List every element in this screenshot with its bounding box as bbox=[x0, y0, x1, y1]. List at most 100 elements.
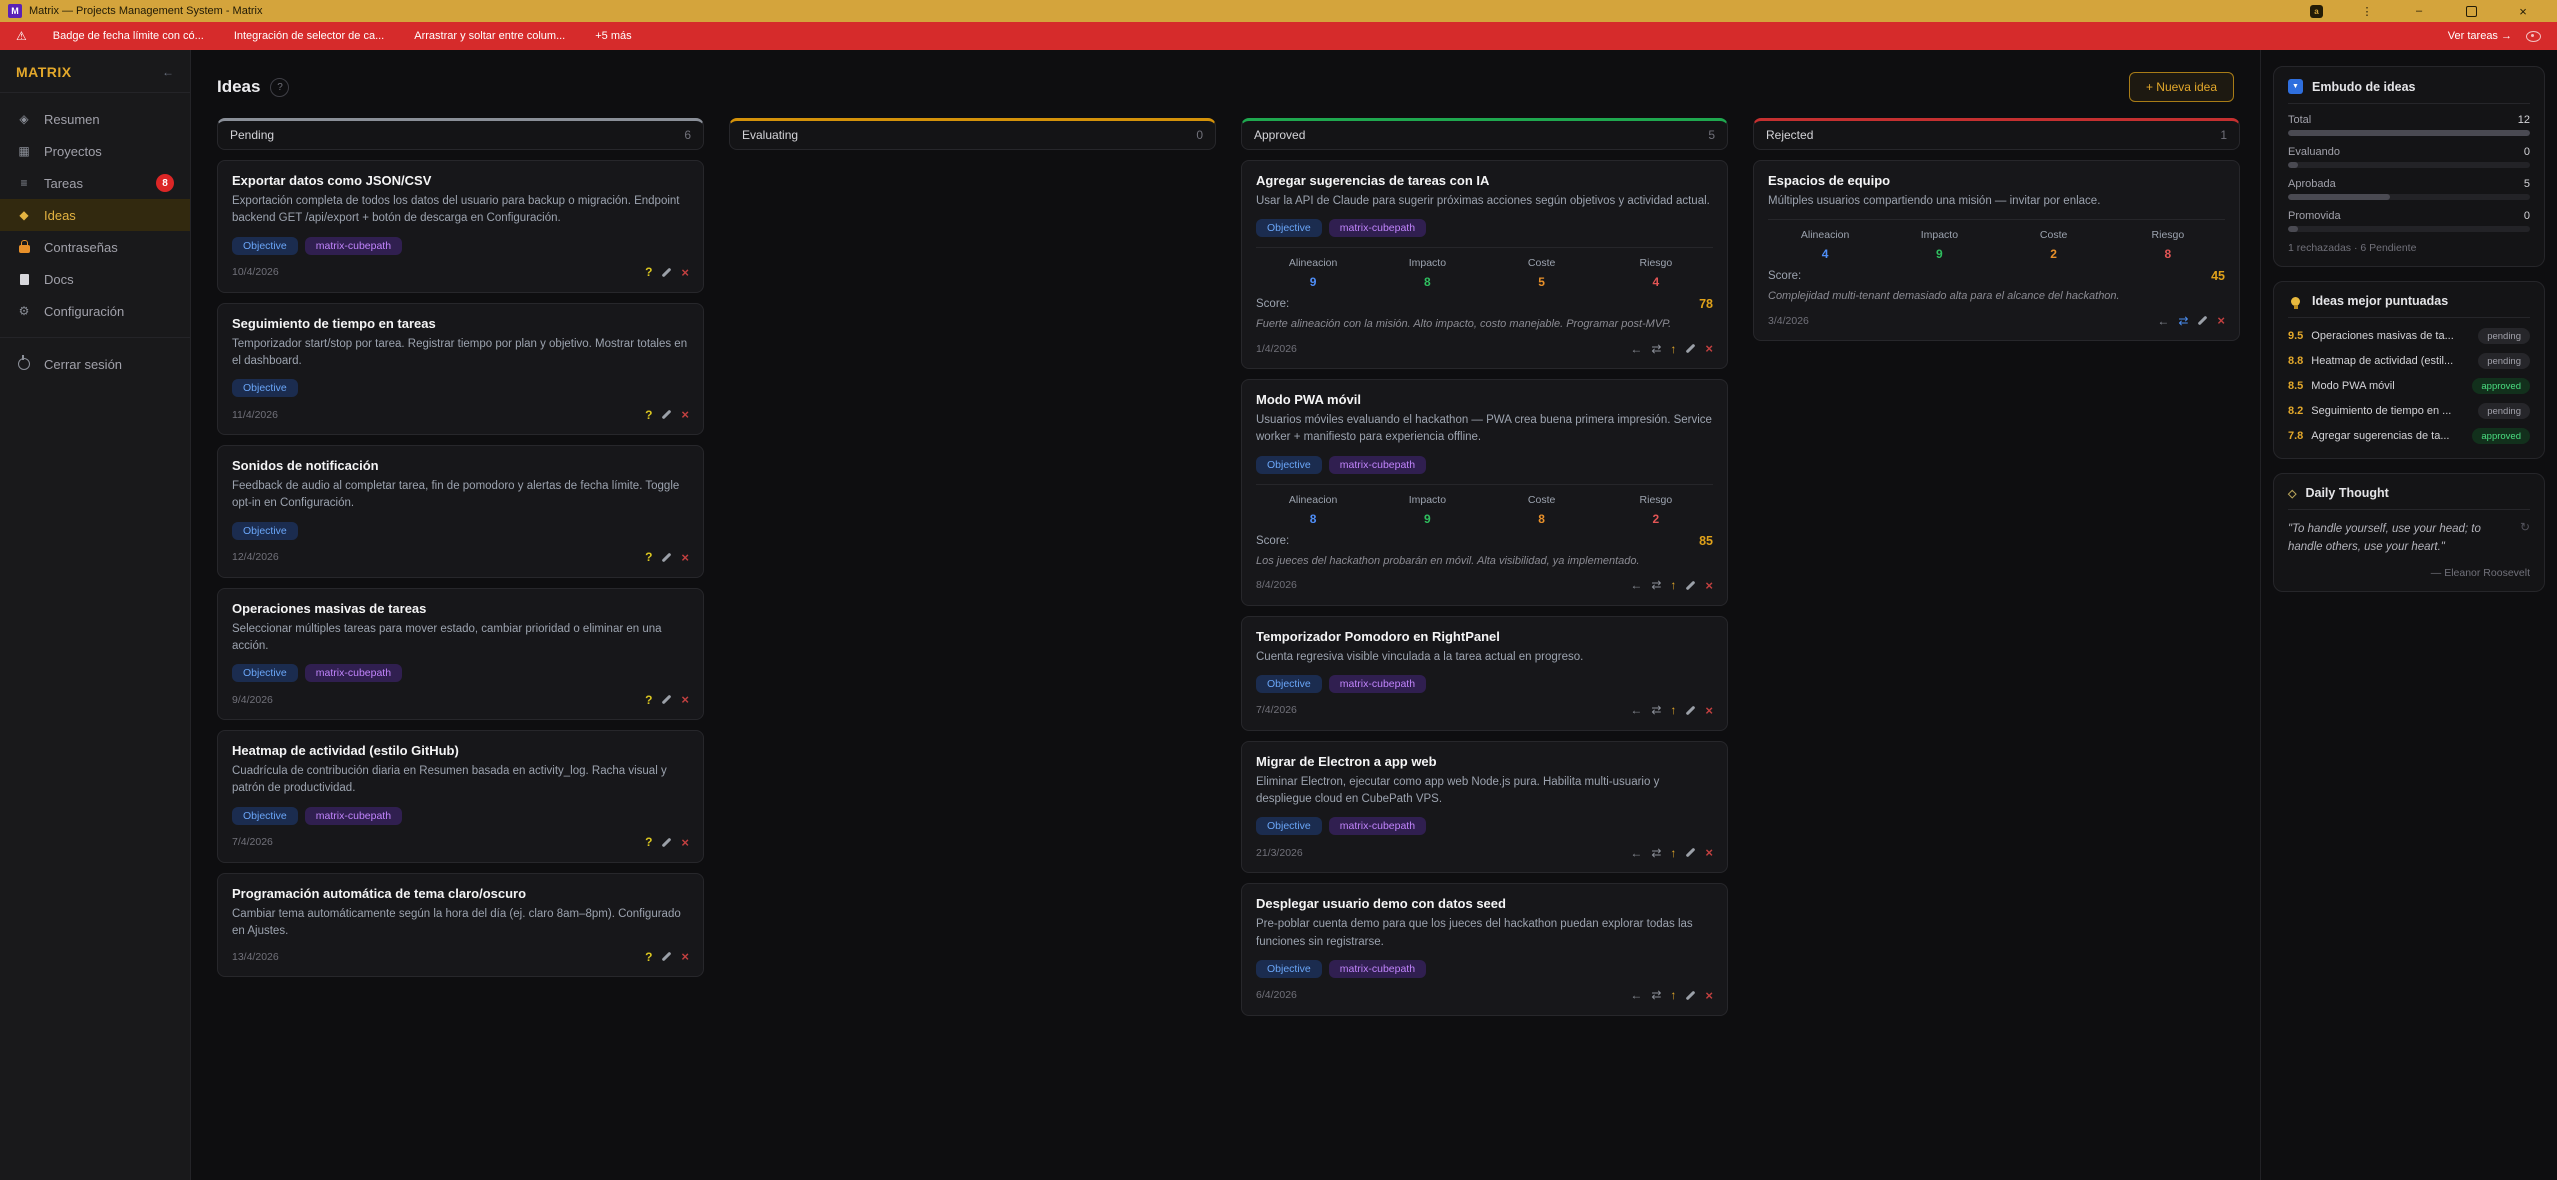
back-icon[interactable]: ← bbox=[1630, 845, 1643, 860]
edit-icon[interactable] bbox=[661, 837, 672, 847]
sidebar-item-contrasenas[interactable]: Contraseñas bbox=[0, 231, 190, 263]
idea-description: Feedback de audio al completar tarea, fi… bbox=[232, 480, 680, 510]
top-idea-row[interactable]: 8.8 Heatmap de actividad (estil... pending bbox=[2288, 353, 2530, 369]
top-idea-row[interactable]: 8.2 Seguimiento de tiempo en ... pending bbox=[2288, 403, 2530, 419]
back-icon[interactable]: ← bbox=[1630, 578, 1643, 593]
sidebar-item-ideas[interactable]: ◆ Ideas bbox=[0, 199, 190, 231]
idea-description: Eliminar Electron, ejecutar como app web… bbox=[1256, 775, 1660, 806]
funnel-row: Aprobada 5 bbox=[2288, 178, 2530, 200]
idea-card[interactable]: Operaciones masivas de tareas Seleccionar… bbox=[217, 587, 704, 720]
move-icon[interactable]: ⇄ bbox=[1651, 988, 1662, 1003]
sidebar-item-resumen[interactable]: ◈ Resumen bbox=[0, 103, 190, 135]
idea-card[interactable]: Heatmap de actividad (estilo GitHub) Cuad… bbox=[217, 730, 704, 863]
delete-icon[interactable]: × bbox=[681, 549, 689, 565]
idea-tags: Objective matrix-cubepath bbox=[1256, 817, 1713, 836]
refresh-icon[interactable]: ↻ bbox=[2519, 520, 2530, 534]
idea-card[interactable]: Temporizador Pomodoro en RightPanel Cuent… bbox=[1241, 615, 1728, 731]
new-idea-button[interactable]: + Nueva idea bbox=[2128, 72, 2234, 102]
back-icon[interactable]: ← bbox=[1630, 341, 1643, 356]
help-icon[interactable]: ? bbox=[645, 265, 653, 279]
card-footer: 3/4/2026 ← ⇄ × bbox=[1768, 313, 2225, 328]
delete-icon[interactable]: × bbox=[1705, 341, 1713, 357]
idea-card[interactable]: Sonidos de notificación Feedback de audio… bbox=[217, 445, 704, 578]
edit-icon[interactable] bbox=[1685, 990, 1696, 1001]
edit-icon[interactable] bbox=[661, 694, 672, 705]
help-icon[interactable]: ? bbox=[645, 835, 653, 849]
edit-icon[interactable] bbox=[661, 951, 672, 962]
view-tasks-link[interactable]: Ver tareas → bbox=[2447, 30, 2512, 42]
promote-icon[interactable]: ↑ bbox=[1670, 341, 1677, 356]
idea-description: Usar la API de Claude para sugerir próxi… bbox=[1256, 195, 1710, 207]
back-icon[interactable]: ← bbox=[1630, 703, 1643, 718]
move-icon[interactable]: ⇄ bbox=[1651, 341, 1662, 356]
sidebar-item-proyectos[interactable]: ▦ Proyectos bbox=[0, 135, 190, 167]
help-icon[interactable]: ? bbox=[645, 407, 653, 422]
help-icon[interactable]: ? bbox=[270, 77, 290, 97]
banner-more-link[interactable]: +5 más bbox=[595, 30, 632, 42]
top-idea-title: Agregar sugerencias de ta... bbox=[2311, 430, 2450, 442]
top-idea-row[interactable]: 8.5 Modo PWA móvil approved bbox=[2288, 378, 2530, 394]
help-icon[interactable]: ? bbox=[645, 949, 653, 964]
idea-card[interactable]: Programación automática de tema claro/os… bbox=[217, 872, 704, 977]
delete-icon[interactable]: × bbox=[681, 949, 689, 964]
edit-icon[interactable] bbox=[1685, 343, 1696, 354]
idea-card[interactable]: Desplegar usuario demo con datos seed Pre… bbox=[1241, 883, 1728, 1016]
sidebar-collapse-icon[interactable]: ← bbox=[162, 65, 174, 79]
funnel-footer: 1 rechazadas · 6 Pendiente bbox=[2288, 242, 2417, 254]
sidebar-item-docs[interactable]: Docs bbox=[0, 263, 190, 295]
column-title: Approved bbox=[1254, 128, 1306, 142]
edit-icon[interactable] bbox=[661, 409, 672, 420]
minimize-icon[interactable]: – bbox=[2415, 5, 2423, 17]
back-icon[interactable]: ← bbox=[2157, 313, 2170, 328]
delete-icon[interactable]: × bbox=[681, 407, 689, 422]
delete-icon[interactable]: × bbox=[2217, 313, 2225, 329]
sidebar-item-cerrar-sesion[interactable]: Cerrar sesión bbox=[0, 348, 190, 380]
back-icon[interactable]: ← bbox=[1630, 988, 1643, 1003]
idea-card[interactable]: Modo PWA móvil Usuarios móviles evaluando… bbox=[1241, 379, 1728, 606]
idea-title: Modo PWA móvil bbox=[1256, 392, 1361, 408]
score-label: Score: bbox=[1256, 534, 1290, 547]
score-value: 85 bbox=[1699, 533, 1713, 548]
move-icon[interactable]: ⇄ bbox=[1651, 578, 1662, 593]
top-idea-row[interactable]: 9.5 Operaciones masivas de ta... pending bbox=[2288, 328, 2530, 344]
delete-icon[interactable]: × bbox=[1705, 987, 1713, 1003]
idea-card[interactable]: Exportar datos como JSON/CSV Exportación … bbox=[217, 160, 704, 293]
edit-icon[interactable] bbox=[1685, 705, 1696, 716]
idea-tags: Objective matrix-cubepath bbox=[232, 806, 689, 825]
close-icon[interactable]: × bbox=[2519, 3, 2527, 19]
help-icon[interactable]: ? bbox=[645, 550, 653, 564]
idea-card[interactable]: Espacios de equipo Múltiples usuarios com… bbox=[1753, 160, 2240, 342]
delete-icon[interactable]: × bbox=[1705, 702, 1713, 718]
sidebar-item-tareas[interactable]: ≡ Tareas 8 bbox=[0, 167, 190, 199]
edit-icon[interactable] bbox=[661, 267, 672, 277]
banner-item: Integración de selector de ca... bbox=[233, 30, 385, 42]
delete-icon[interactable]: × bbox=[1705, 577, 1713, 593]
idea-card[interactable]: Migrar de Electron a app web Eliminar Ele… bbox=[1241, 740, 1728, 874]
edit-icon[interactable] bbox=[2197, 315, 2208, 326]
promote-icon[interactable]: ↑ bbox=[1670, 578, 1677, 593]
delete-icon[interactable]: × bbox=[1705, 845, 1713, 861]
promote-icon[interactable]: ↑ bbox=[1670, 845, 1677, 860]
move-active-icon[interactable]: ⇄ bbox=[2178, 313, 2189, 328]
translate-icon[interactable]: a bbox=[2310, 4, 2323, 18]
move-icon[interactable]: ⇄ bbox=[1651, 845, 1662, 860]
idea-card[interactable]: Seguimiento de tiempo en tareas Temporiza… bbox=[217, 302, 704, 435]
status-badge: approved bbox=[2472, 428, 2530, 444]
help-icon[interactable]: ? bbox=[645, 692, 653, 707]
delete-icon[interactable]: × bbox=[681, 692, 689, 707]
funnel-row: Promovida 0 bbox=[2288, 210, 2530, 232]
edit-icon[interactable] bbox=[1685, 847, 1696, 858]
restore-icon[interactable] bbox=[2463, 5, 2479, 17]
edit-icon[interactable] bbox=[661, 552, 672, 562]
promote-icon[interactable]: ↑ bbox=[1670, 988, 1677, 1003]
sidebar-item-configuracion[interactable]: ⚙ Configuración bbox=[0, 295, 190, 327]
edit-icon[interactable] bbox=[1685, 580, 1696, 591]
idea-card[interactable]: Agregar sugerencias de tareas con IA Usar… bbox=[1241, 160, 1728, 370]
move-icon[interactable]: ⇄ bbox=[1651, 703, 1662, 718]
eye-icon[interactable] bbox=[2526, 30, 2541, 42]
menu-dots-icon[interactable]: ⋮ bbox=[2361, 5, 2373, 18]
delete-icon[interactable]: × bbox=[681, 834, 689, 850]
delete-icon[interactable]: × bbox=[681, 264, 689, 280]
promote-icon[interactable]: ↑ bbox=[1670, 703, 1677, 718]
top-idea-row[interactable]: 7.8 Agregar sugerencias de ta... approved bbox=[2288, 428, 2530, 444]
